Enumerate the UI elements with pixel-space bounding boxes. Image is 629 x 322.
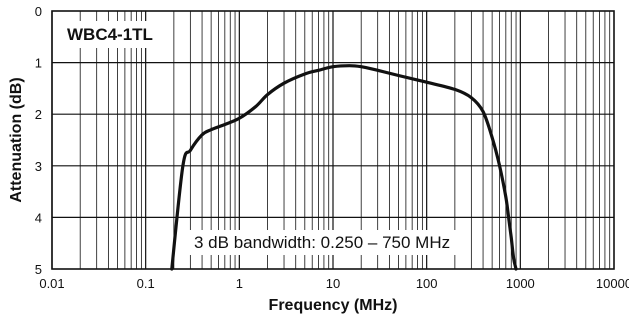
chart-title-background [59, 21, 161, 48]
x-axis-label: Frequency (MHz) [269, 297, 398, 314]
x-tick-label: 10000 [596, 276, 629, 291]
y-tick-label: 2 [35, 107, 42, 122]
x-tick-label: 0.01 [39, 276, 64, 291]
y-tick-label: 3 [35, 159, 42, 174]
x-tick-label: 1 [236, 276, 243, 291]
x-tick-label: 1000 [506, 276, 535, 291]
y-tick-label: 4 [35, 210, 42, 225]
y-tick-label: 5 [35, 262, 42, 277]
plot-frame [51, 10, 615, 270]
x-tick-label: 0.1 [137, 276, 155, 291]
y-axis-label: Attenuation (dB) [8, 77, 25, 202]
attenuation-curve [170, 64, 518, 271]
x-tick-label: 100 [416, 276, 438, 291]
annotation-background [188, 230, 457, 255]
x-tick-labels: 0.01 0.1 1 10 100 1000 10000 [39, 276, 629, 291]
y-tick-labels: 0 1 2 3 4 5 [35, 4, 42, 277]
y-tick-label: 1 [35, 56, 42, 71]
x-tick-label: 10 [326, 276, 340, 291]
grid [51, 11, 614, 269]
bandwidth-annotation: 3 dB bandwidth: 0.250 – 750 MHz [194, 233, 450, 252]
chart-title: WBC4-1TL [67, 25, 153, 44]
y-tick-label: 0 [35, 4, 42, 19]
